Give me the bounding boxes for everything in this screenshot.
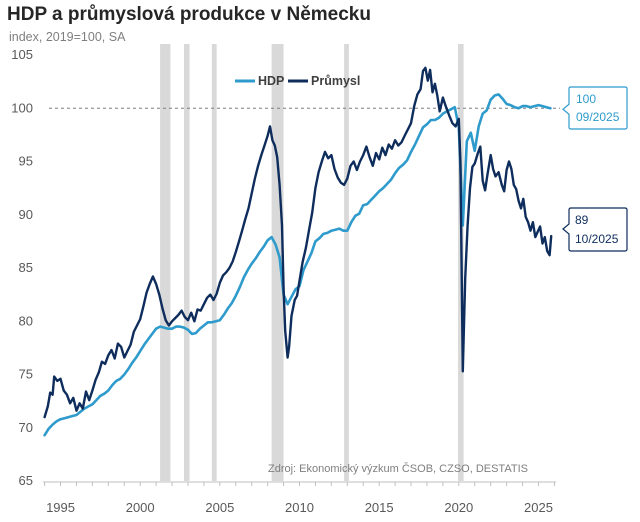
- source-note: Zdroj: Ekonomický výzkum ČSOB, CZSO, DES…: [268, 462, 528, 475]
- callout-prumysl-box: [562, 207, 628, 252]
- shaded-band-4: [271, 44, 284, 481]
- callout-prumysl-date: 10/2025: [575, 232, 619, 246]
- x-tick-label: 2010: [285, 500, 314, 515]
- y-tick-label: 75: [19, 367, 33, 382]
- chart-title: HDP a průmyslová produkce v Německu: [7, 4, 371, 25]
- x-tick-label: 1995: [46, 500, 75, 515]
- y-tick-label: 105: [11, 47, 33, 62]
- shaded-band-3: [211, 44, 217, 481]
- x-tick-label: 2000: [126, 500, 155, 515]
- legend-hdp-label: HDP: [258, 74, 284, 88]
- callout-hdp-date: 09/2025: [576, 110, 620, 124]
- shaded-band-2: [183, 44, 190, 481]
- shaded-band-5: [344, 44, 349, 481]
- series-line-prumysl: [43, 66, 553, 419]
- x-tick-label: 2020: [444, 500, 473, 515]
- x-tick-label: 2025: [524, 500, 553, 515]
- y-tick-label: 80: [19, 313, 33, 328]
- x-tick-label: 2005: [205, 500, 234, 515]
- legend: HDP Průmysl: [235, 74, 360, 88]
- shaded-band-1: [160, 44, 171, 481]
- y-tick-label: 85: [19, 260, 33, 275]
- callout-hdp-value: 100: [576, 92, 596, 106]
- y-tick-label: 65: [19, 473, 33, 488]
- y-tick-label: 100: [11, 100, 33, 115]
- y-tick-label: 90: [19, 207, 33, 222]
- series-line-hdp: [43, 93, 552, 437]
- callout-prumysl: 89 10/2025: [562, 207, 628, 252]
- legend-prumysl-label: Průmysl: [311, 74, 360, 88]
- callout-hdp-box: [562, 86, 628, 130]
- y-tick-label: 70: [19, 420, 33, 435]
- callout-hdp: 100 09/2025: [562, 86, 628, 130]
- y-tick-label: 95: [19, 154, 33, 169]
- chart-subtitle: index, 2019=100, SA: [9, 30, 126, 44]
- callout-prumysl-value: 89: [575, 213, 589, 227]
- x-tick-label: 2015: [365, 500, 394, 515]
